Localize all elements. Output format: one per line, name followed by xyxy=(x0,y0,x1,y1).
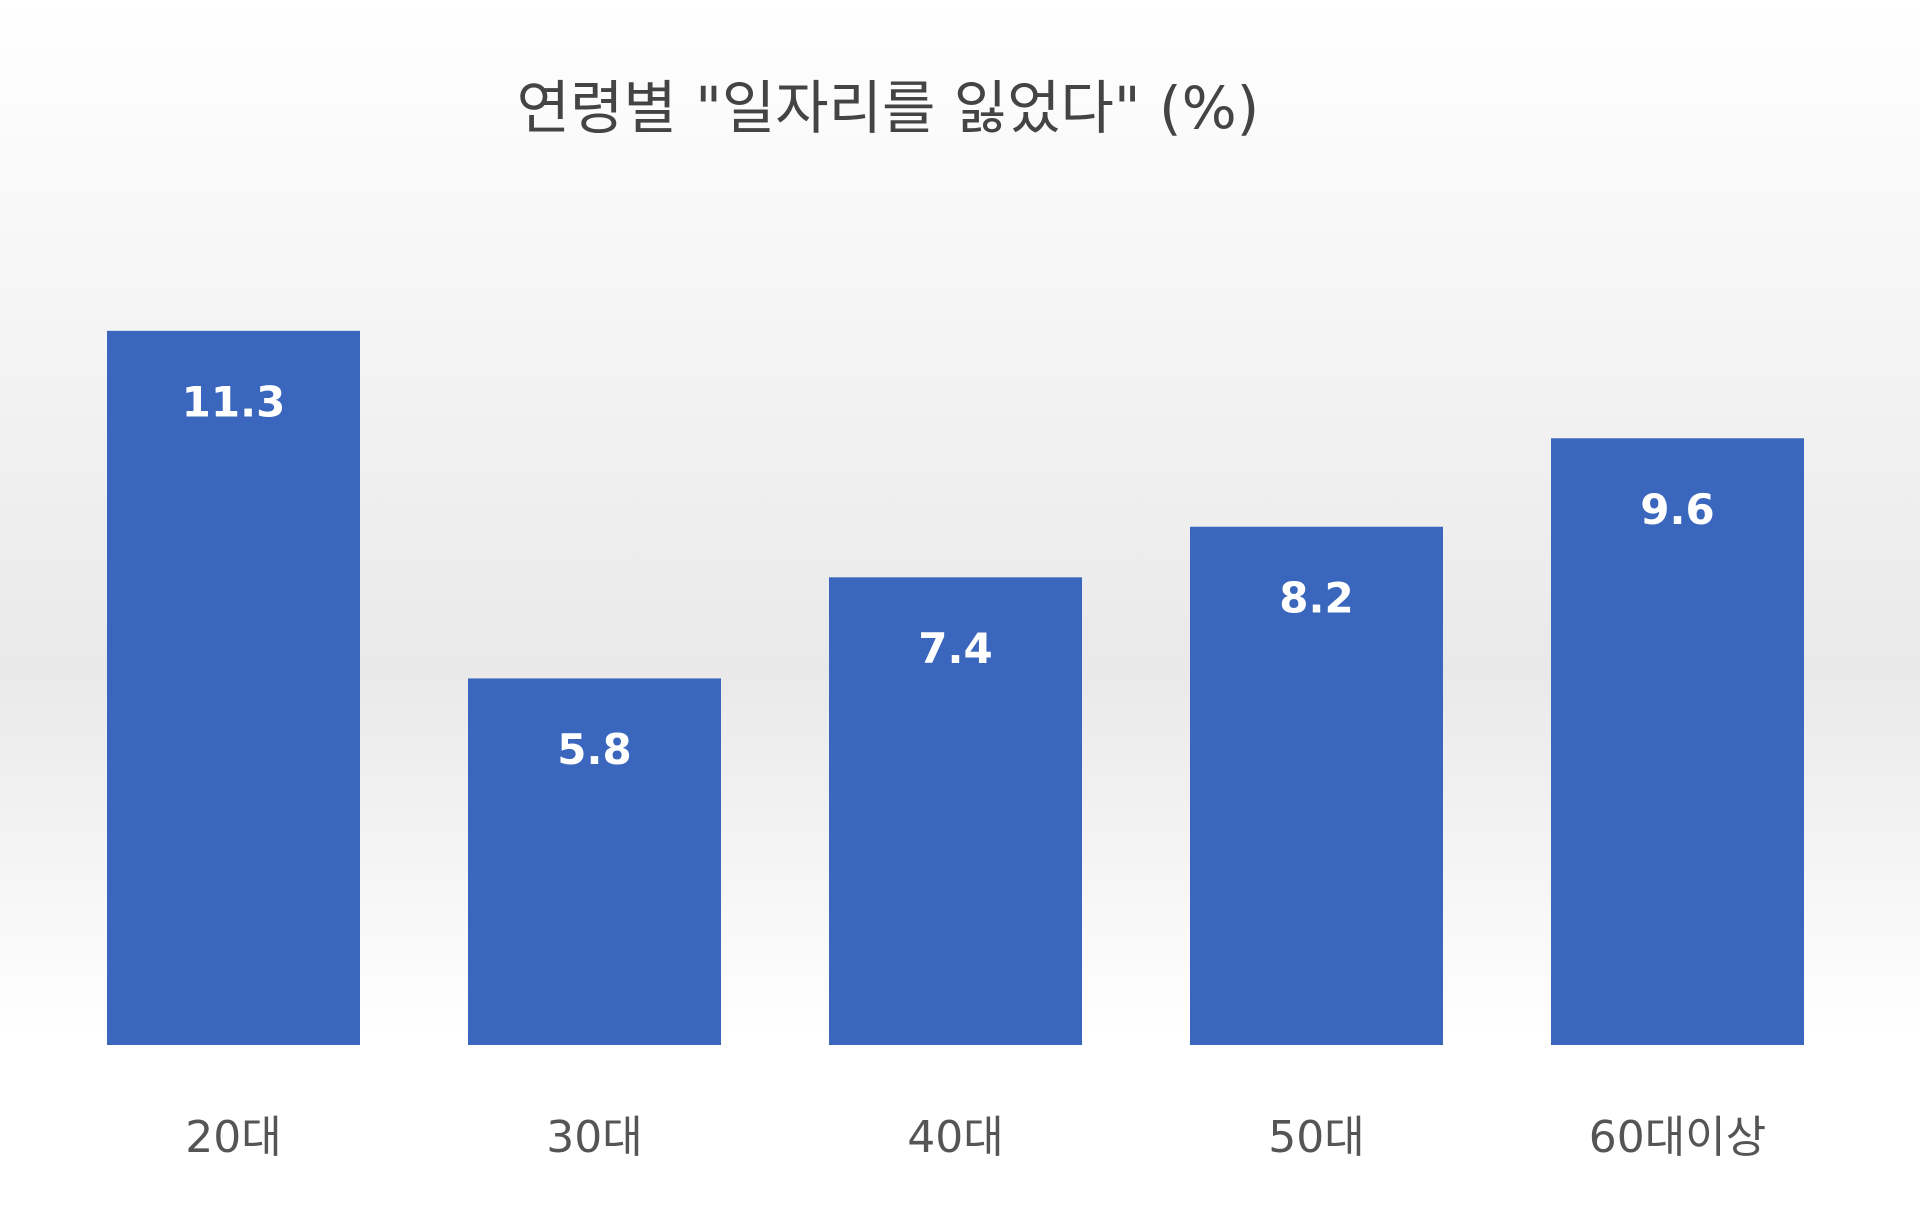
x-tick-label: 20대 xyxy=(185,1112,281,1163)
x-tick-label: 30대 xyxy=(546,1112,642,1163)
bar xyxy=(1551,438,1804,1045)
bar xyxy=(468,678,721,1045)
x-tick-label: 60대이상 xyxy=(1589,1112,1766,1163)
chart-title: 연령별 "일자리를 잃었다" (%) xyxy=(517,74,1260,142)
value-label: 9.6 xyxy=(1640,485,1714,534)
x-tick-label: 40대 xyxy=(907,1112,1003,1163)
value-label: 7.4 xyxy=(918,624,992,673)
bar xyxy=(829,577,1082,1045)
value-label: 5.8 xyxy=(557,725,631,774)
x-tick-label: 50대 xyxy=(1268,1112,1364,1163)
value-label: 8.2 xyxy=(1279,573,1353,622)
bar xyxy=(107,330,360,1046)
value-label: 11.3 xyxy=(182,377,286,426)
bar xyxy=(1190,526,1443,1045)
